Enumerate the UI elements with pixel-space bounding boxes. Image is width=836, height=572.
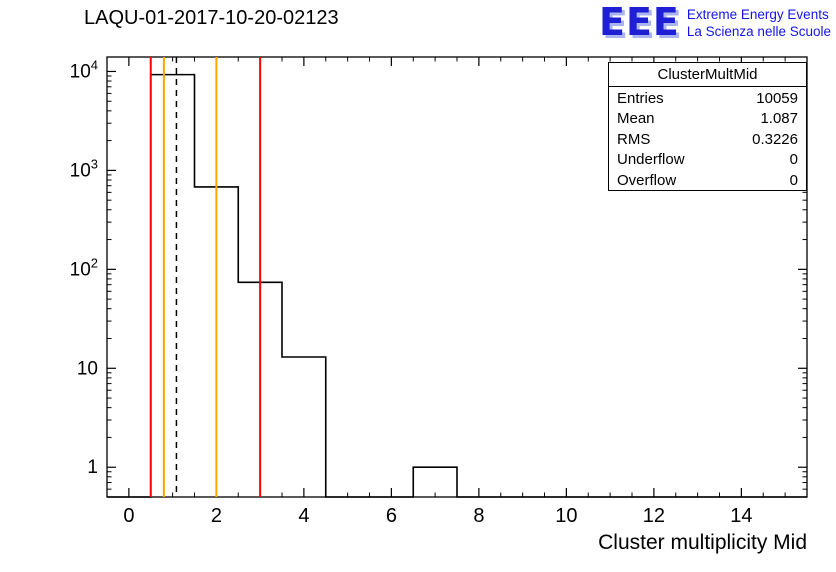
x-tick-label: 8 [473, 505, 484, 527]
eee-logo-line2: La Scienza nelle Scuole [686, 24, 831, 39]
eee-logo-text: Extreme Energy Events La Scienza nelle S… [687, 4, 831, 40]
eee-logo: EEE Extreme Energy Events La Scienza nel… [599, 0, 831, 44]
stats-row-mean: Mean 1.087 [609, 108, 806, 129]
stat-label: Mean [617, 110, 655, 127]
stat-label: Entries [617, 89, 664, 107]
y-tick-label: 1 [87, 457, 98, 478]
stat-value: 0 [789, 171, 798, 189]
histogram-path [107, 73, 807, 498]
stats-title: ClusterMultMid [609, 63, 806, 87]
chart-title: LAQU-01-2017-10-20-02123 [84, 7, 339, 29]
histogram-line [107, 73, 807, 498]
eee-logo-line1: Extreme Energy Events [686, 7, 829, 22]
stats-row-overflow: Overflow 0 [609, 169, 806, 190]
stats-box: ClusterMultMid Entries 10059 Mean 1.087 … [608, 62, 807, 191]
marker-lines [149, 57, 262, 497]
x-tick-label: 6 [386, 505, 397, 527]
eee-logo-mark: EEE [599, 0, 680, 44]
stats-row-entries: Entries 10059 [609, 87, 806, 108]
y-tick-label: 103 [70, 156, 98, 181]
stat-label: Overflow [617, 171, 677, 189]
stat-value: 0 [789, 151, 798, 168]
stats-row-rms: RMS 0.3226 [609, 128, 806, 149]
x-tick-label: 12 [643, 505, 665, 527]
stat-value: 10059 [756, 89, 798, 107]
x-tick-label: 14 [730, 505, 752, 527]
x-tick-label: 10 [555, 505, 577, 527]
x-axis-title: Cluster multiplicity Mid [598, 531, 807, 554]
stat-value: 0.3226 [752, 130, 798, 148]
stats-row-underflow: Underflow 0 [609, 149, 806, 170]
axis-tick-labels: 0 2 4 6 8 10 12 14 1 10 102 103 104 [70, 57, 753, 527]
x-tick-label: 0 [123, 505, 134, 527]
y-tick-label: 104 [70, 57, 98, 82]
stat-label: RMS [617, 130, 651, 148]
stat-label: Underflow [617, 151, 685, 168]
y-tick-label: 10 [77, 358, 98, 379]
x-tick-label: 2 [211, 505, 222, 527]
stat-value: 1.087 [760, 110, 798, 127]
x-tick-label: 4 [298, 505, 309, 527]
y-tick-label: 102 [70, 255, 98, 280]
